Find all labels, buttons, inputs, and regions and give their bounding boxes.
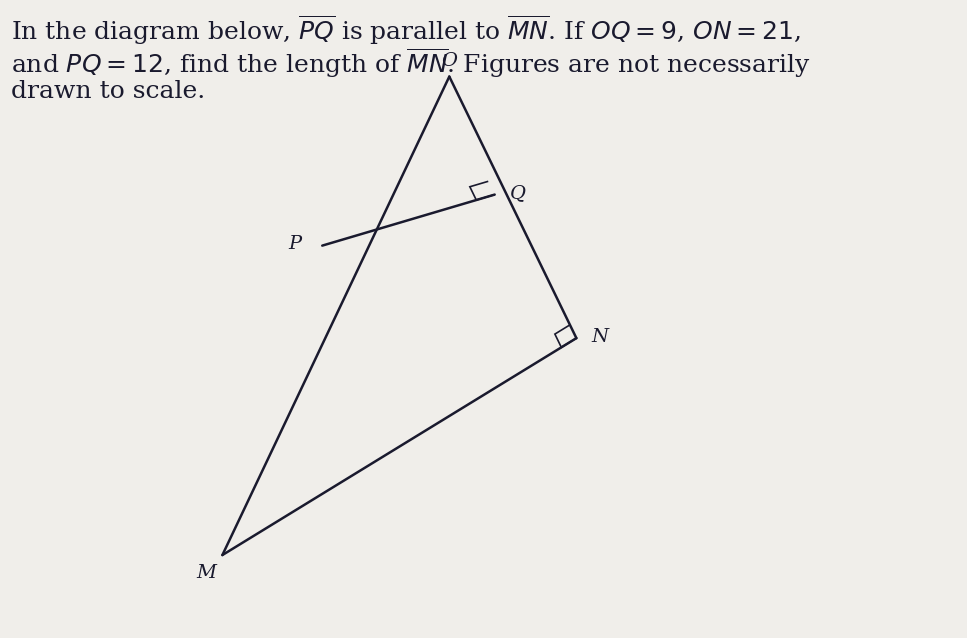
- Text: and $PQ = 12$, find the length of $\overline{MN}$. Figures are not necessarily: and $PQ = 12$, find the length of $\over…: [11, 47, 810, 80]
- Text: In the diagram below, $\overline{PQ}$ is parallel to $\overline{MN}$. If $OQ = 9: In the diagram below, $\overline{PQ}$ is…: [11, 14, 801, 47]
- Text: O: O: [441, 52, 457, 70]
- Text: P: P: [288, 235, 302, 253]
- Text: M: M: [196, 564, 216, 582]
- Text: drawn to scale.: drawn to scale.: [11, 80, 205, 103]
- Text: Q: Q: [511, 184, 526, 202]
- Text: N: N: [592, 328, 608, 346]
